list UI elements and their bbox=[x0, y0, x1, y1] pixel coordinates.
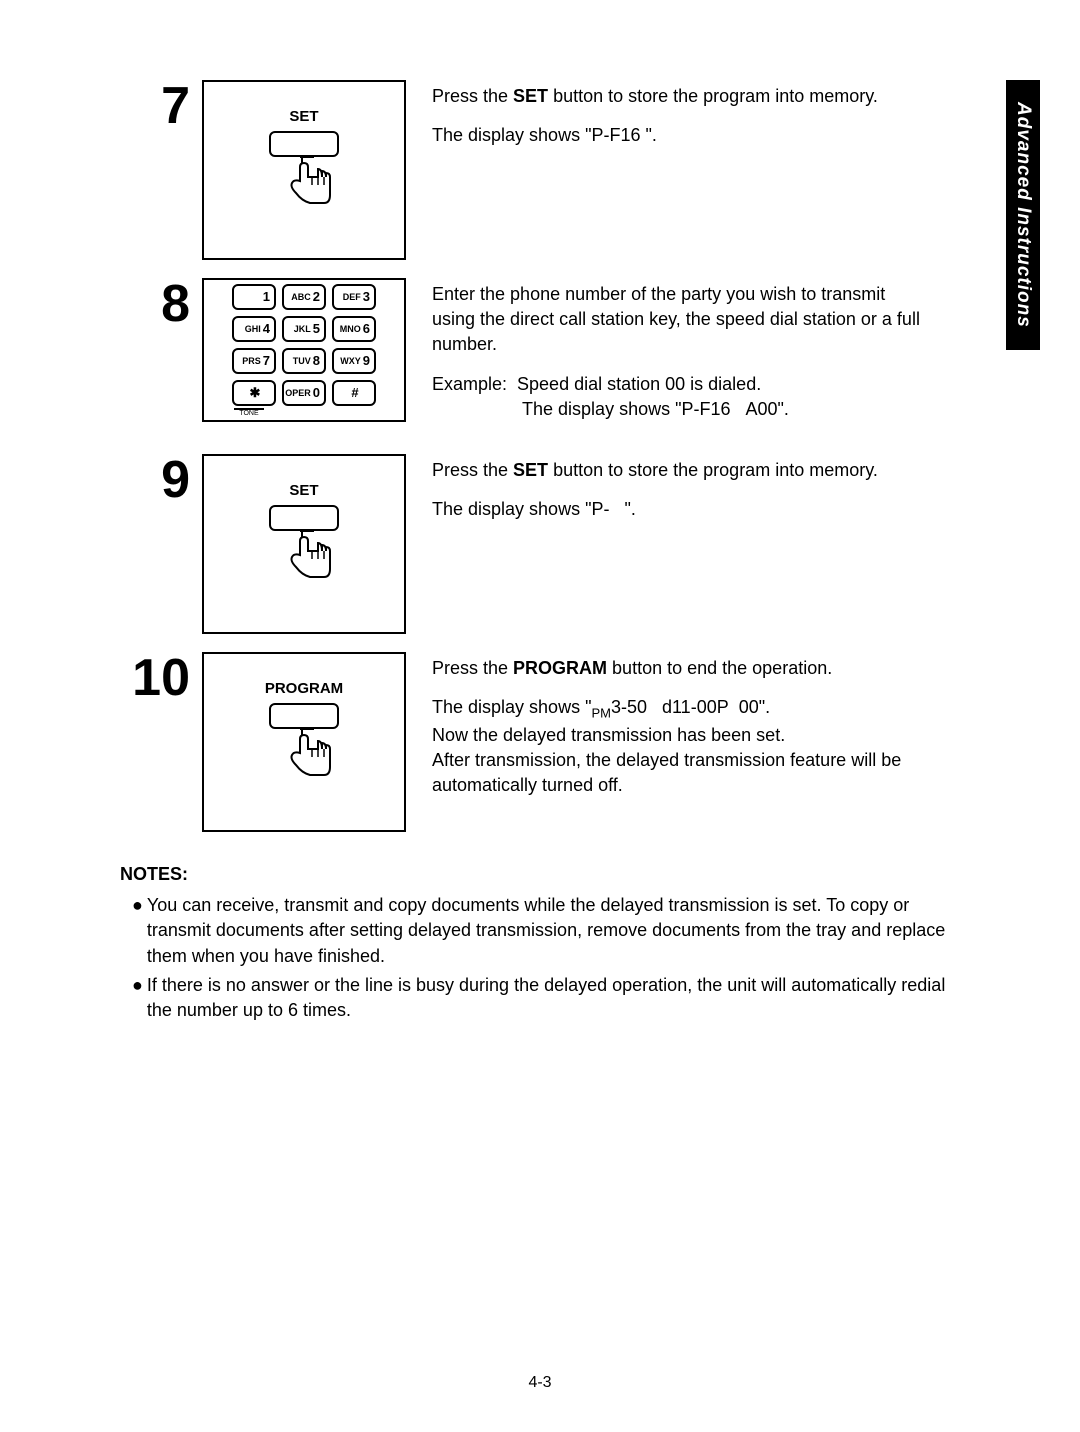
step-paragraph: The display shows "P-F16 ". bbox=[432, 123, 930, 148]
step-figure: SET bbox=[202, 454, 406, 634]
keypad-key: ABC2 bbox=[282, 284, 326, 310]
keypad-key: OPER0 bbox=[282, 380, 326, 406]
step-number: 7 bbox=[120, 80, 202, 132]
bullet-icon: ● bbox=[132, 893, 147, 969]
step-text: Enter the phone number of the party you … bbox=[406, 278, 1010, 436]
hand-icon bbox=[286, 727, 346, 788]
note-text: If there is no answer or the line is bus… bbox=[147, 973, 960, 1023]
note-item: ●If there is no answer or the line is bu… bbox=[120, 973, 960, 1023]
keypad-key: ✱ bbox=[232, 380, 276, 406]
step-7: 7 SET Press the SET button to store the p… bbox=[120, 80, 1010, 260]
step-figure: SET bbox=[202, 80, 406, 260]
notes-section: NOTES: ●You can receive, transmit and co… bbox=[120, 862, 1010, 1023]
hand-icon bbox=[286, 155, 346, 216]
button-label: SET bbox=[289, 108, 318, 125]
keypad-key: JKL5 bbox=[282, 316, 326, 342]
step-paragraph: The display shows "P- ". bbox=[432, 497, 930, 522]
button-label: PROGRAM bbox=[265, 680, 343, 697]
keypad-key: # bbox=[332, 380, 376, 406]
side-tab: Advanced Instructions bbox=[1006, 80, 1040, 350]
button-rect bbox=[269, 703, 339, 729]
keypad: 1ABC2DEF3 GHI4JKL5MNO6 PRS7TUV8WXY9 ✱OPER0# bbox=[232, 284, 376, 406]
step-paragraph: Press the SET button to store the progra… bbox=[432, 84, 930, 109]
keypad-key: PRS7 bbox=[232, 348, 276, 374]
keypad-key: DEF3 bbox=[332, 284, 376, 310]
button-rect bbox=[269, 505, 339, 531]
step-number: 10 bbox=[120, 652, 202, 704]
keypad-key: MNO6 bbox=[332, 316, 376, 342]
step-text: Press the PROGRAM button to end the oper… bbox=[406, 652, 1010, 813]
keypad-key: TUV8 bbox=[282, 348, 326, 374]
note-text: You can receive, transmit and copy docum… bbox=[147, 893, 960, 969]
button-label: SET bbox=[289, 482, 318, 499]
step-10: 10 PROGRAM Press the PROGRAM button to en… bbox=[120, 652, 1010, 832]
keypad-key: GHI4 bbox=[232, 316, 276, 342]
side-tab-label: Advanced Instructions bbox=[1012, 102, 1034, 328]
note-item: ●You can receive, transmit and copy docu… bbox=[120, 893, 960, 969]
step-8: 8 1ABC2DEF3 GHI4JKL5MNO6 PRS7TUV8WXY9 ✱OPER0… bbox=[120, 278, 1010, 436]
step-paragraph: Press the SET button to store the progra… bbox=[432, 458, 930, 483]
keypad-key: 1 bbox=[232, 284, 276, 310]
step-paragraph: Press the PROGRAM button to end the oper… bbox=[432, 656, 930, 681]
step-text: Press the SET button to store the progra… bbox=[406, 454, 1010, 536]
step-figure: 1ABC2DEF3 GHI4JKL5MNO6 PRS7TUV8WXY9 ✱OPER0#… bbox=[202, 278, 406, 422]
page-number: 4-3 bbox=[0, 1374, 1080, 1392]
keypad-key: WXY9 bbox=[332, 348, 376, 374]
step-figure: PROGRAM bbox=[202, 652, 406, 832]
bullet-icon: ● bbox=[132, 973, 147, 1023]
button-rect bbox=[269, 131, 339, 157]
step-paragraph: Example: Speed dial station 00 is dialed… bbox=[432, 372, 930, 422]
step-paragraph: Enter the phone number of the party you … bbox=[432, 282, 930, 358]
step-number: 8 bbox=[120, 278, 202, 330]
step-text: Press the SET button to store the progra… bbox=[406, 80, 1010, 162]
step-9: 9 SET Press the SET button to store the p… bbox=[120, 454, 1010, 634]
notes-title: NOTES: bbox=[120, 862, 960, 887]
hand-icon bbox=[286, 529, 346, 590]
step-paragraph: The display shows "PM3-50 d11-00P 00".No… bbox=[432, 695, 930, 798]
tone-label: TONE bbox=[234, 408, 264, 417]
step-number: 9 bbox=[120, 454, 202, 506]
